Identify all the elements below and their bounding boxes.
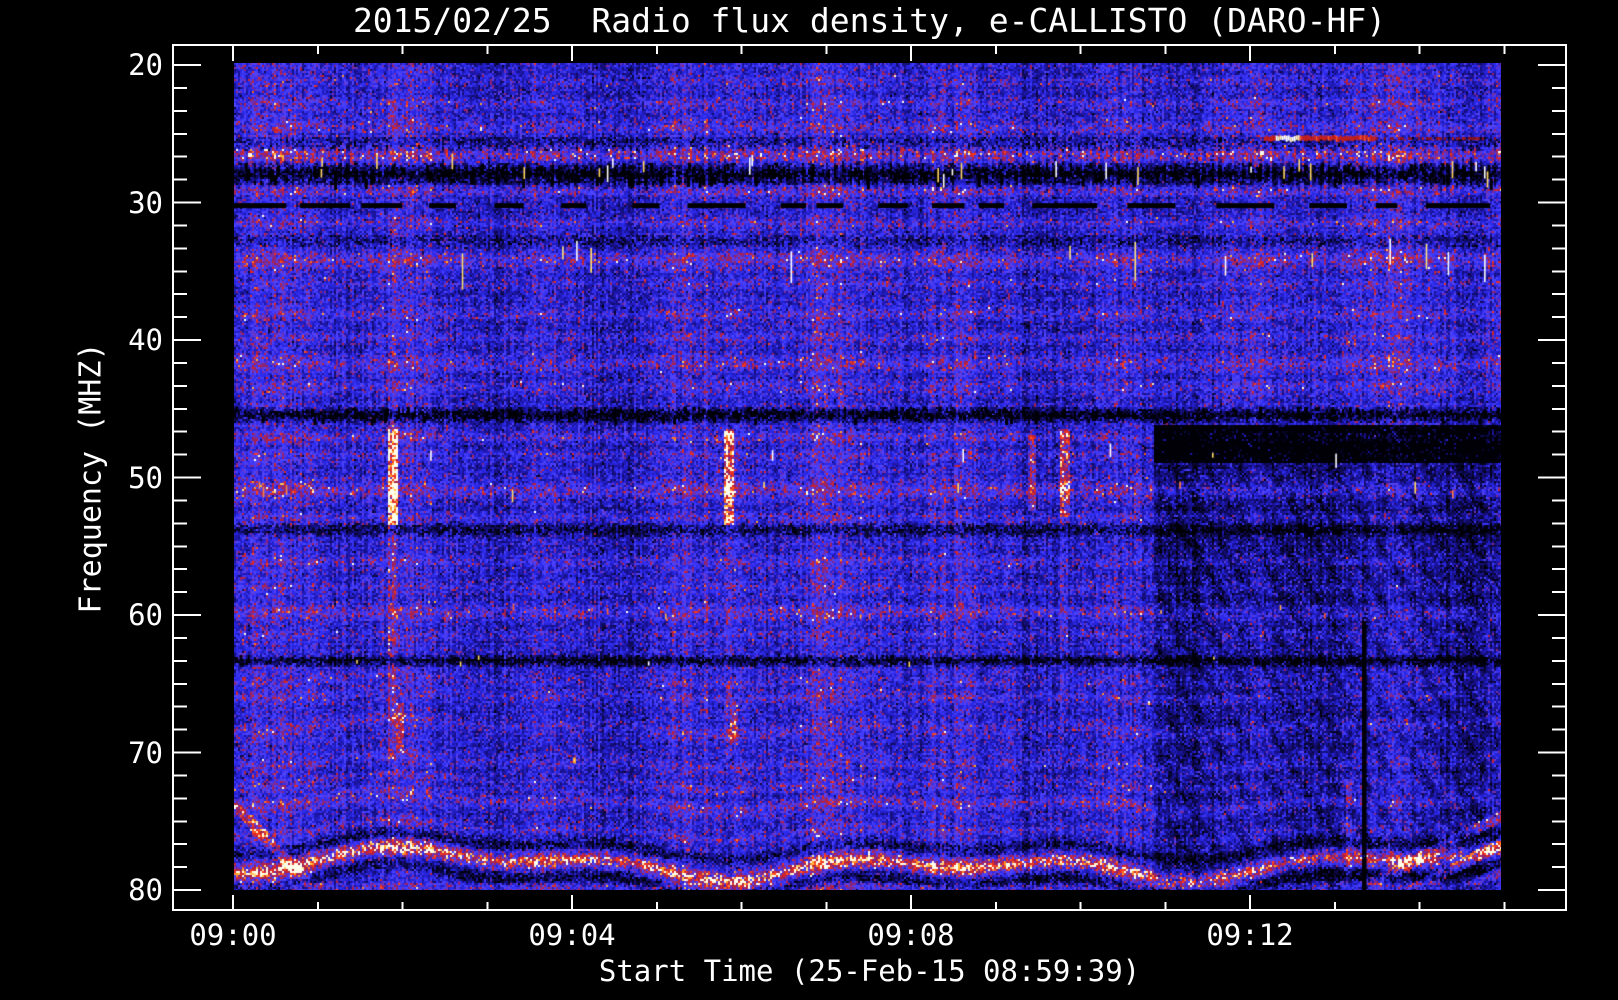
x-tick-label: 09:04 xyxy=(528,918,616,952)
y-tick-label: 70 xyxy=(128,735,163,770)
y-tick-label: 20 xyxy=(128,48,163,82)
x-tick-label: 09:12 xyxy=(1206,918,1294,952)
chart-title: 2015/02/25 Radio flux density, e-CALLIST… xyxy=(352,1,1387,40)
y-tick-label: 40 xyxy=(128,323,163,357)
spectrogram-image xyxy=(234,63,1501,890)
y-tick-label: 50 xyxy=(128,460,163,495)
plot-frame xyxy=(172,44,1567,911)
x-tick-label: 09:00 xyxy=(189,918,277,952)
y-axis-label: Frequency (MHZ) xyxy=(73,342,109,614)
x-axis-label: Start Time (25-Feb-15 08:59:39) xyxy=(598,954,1141,988)
axis-ticks xyxy=(174,46,1565,910)
x-tick-label: 09:08 xyxy=(867,918,955,952)
y-tick-label: 30 xyxy=(128,185,163,220)
y-tick-label: 60 xyxy=(128,598,163,632)
y-tick-label: 80 xyxy=(128,873,163,907)
